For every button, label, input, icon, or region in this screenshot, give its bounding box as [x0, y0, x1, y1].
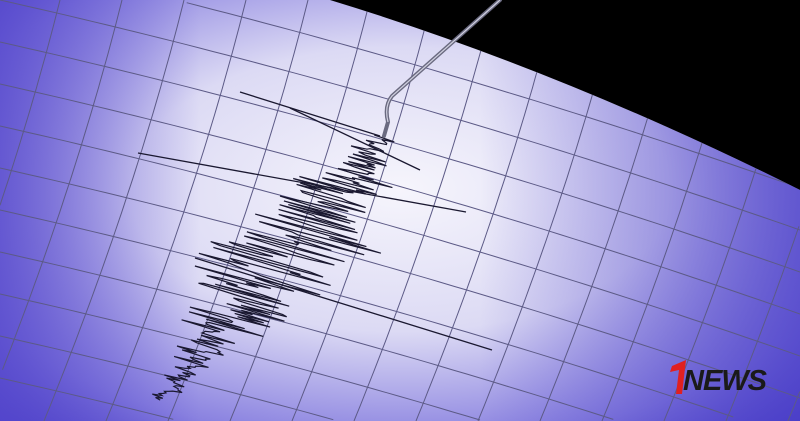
- grid-line-horizontal: [0, 167, 800, 399]
- trace-spike: [289, 107, 421, 171]
- stylus-highlight: [386, 0, 501, 123]
- grid-line-horizontal: [0, 41, 800, 273]
- seismic-trace: [137, 91, 493, 401]
- trace-spike: [239, 91, 381, 137]
- grid-line-horizontal: [0, 0, 800, 231]
- grid-line-vertical: [787, 391, 800, 421]
- news-logo: NEWS: [670, 360, 769, 397]
- grid-line-vertical: [2, 0, 123, 370]
- grid-line-horizontal: [186, 2, 800, 189]
- grid-line-vertical: [105, 0, 247, 421]
- grid-line-vertical: [725, 226, 800, 421]
- grid-line-horizontal: [0, 293, 481, 421]
- trace-spike: [194, 257, 493, 351]
- trace-line: [152, 134, 395, 401]
- grid-line-horizontal: [0, 251, 614, 420]
- grid-line-vertical: [353, 0, 495, 421]
- logo-word: NEWS: [683, 365, 768, 397]
- grid-line-vertical: [0, 0, 61, 206]
- trace-spike: [137, 152, 467, 213]
- grid-line-vertical: [43, 0, 185, 421]
- grid-line-horizontal: [0, 83, 800, 315]
- logo-numeral: [670, 360, 686, 394]
- grid-line-horizontal: [0, 377, 174, 420]
- grid-line-vertical: [167, 0, 309, 421]
- grid-line-horizontal: [0, 125, 800, 357]
- grid-line-horizontal: [0, 209, 734, 418]
- grid-line-vertical: [291, 0, 433, 421]
